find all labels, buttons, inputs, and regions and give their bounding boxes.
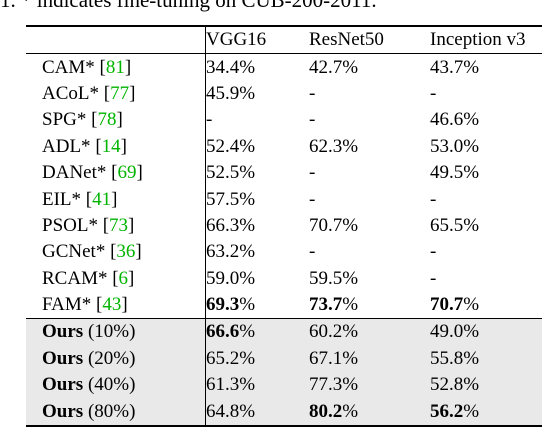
table-row: SPG* [78] - - 46.6%	[26, 107, 542, 134]
inception-cell: 55.8%	[430, 345, 542, 373]
table-row: FAM* [43] 69.3% 73.7% 70.7%	[26, 291, 542, 319]
vgg16-cell: 65.2%	[205, 345, 309, 373]
method-cell: ADL* [14]	[26, 133, 206, 160]
table-row: ACoL* [77] 45.9% - -	[26, 80, 542, 108]
table-row: ADL* [14] 52.4% 62.3% 53.0%	[26, 133, 542, 160]
inception-cell: 46.6%	[430, 109, 480, 131]
table-caption: 1. * indicates fine-tuning on CUB-200-20…	[0, 0, 377, 12]
resnet50-cell: -	[309, 162, 316, 184]
vgg16-cell: 52.4%	[206, 135, 256, 157]
results-table: VGG16 ResNet50 Inception v3 CAM* [81] 34…	[26, 25, 542, 427]
citation-link[interactable]: 78	[97, 109, 117, 131]
method-cell: FAM* [43]	[26, 291, 206, 319]
vgg16-cell: 64.8%	[205, 398, 309, 426]
resnet50-cell: 70.7%	[309, 214, 359, 236]
vgg16-cell: 57.5%	[206, 188, 256, 210]
header-resnet50: ResNet50	[309, 29, 384, 51]
inception-cell: 49.5%	[430, 162, 480, 184]
method-cell: Ours (10%)	[26, 318, 206, 346]
resnet50-cell: 42.7%	[309, 56, 359, 78]
resnet50-cell-best: 73.7%	[309, 294, 359, 316]
citation-link[interactable]: 14	[101, 135, 121, 157]
table-row: DANet* [69] 52.5% - 49.5%	[26, 159, 542, 187]
resnet50-cell: 67.1%	[309, 345, 430, 373]
resnet50-cell: 62.3%	[309, 135, 359, 157]
vgg16-cell-best: 69.3%	[206, 294, 256, 316]
inception-cell: -	[430, 82, 437, 104]
table-row: PSOL* [73] 66.3% 70.7% 65.5%	[26, 212, 542, 240]
citation-link[interactable]: 77	[110, 82, 130, 104]
inception-cell: 53.0%	[430, 135, 480, 157]
method-cell: GCNet* [36]	[26, 239, 206, 266]
inception-cell: 43.7%	[430, 56, 480, 78]
method-cell: CAM* [81]	[26, 53, 206, 81]
citation-link[interactable]: 73	[109, 214, 129, 236]
table-row: GCNet* [36] 63.2% - -	[26, 239, 542, 266]
vgg16-cell: 45.9%	[206, 82, 256, 104]
resnet50-cell: 59.5%	[309, 267, 359, 289]
citation-link[interactable]: 41	[92, 188, 112, 210]
resnet50-cell: -	[309, 241, 316, 263]
vgg16-cell: 63.2%	[206, 241, 256, 263]
method-cell: SPG* [78]	[26, 107, 206, 134]
inception-cell: -	[430, 241, 437, 263]
table-row: CAM* [81] 34.4% 42.7% 43.7%	[26, 53, 542, 81]
table-row: EIL* [41] 57.5% - -	[26, 186, 542, 213]
method-cell: EIL* [41]	[26, 186, 206, 213]
citation-link[interactable]: 81	[105, 56, 125, 78]
inception-cell: 49.0%	[430, 318, 542, 346]
vgg16-cell: -	[206, 109, 213, 131]
inception-cell: 52.8%	[430, 372, 542, 399]
method-cell: DANet* [69]	[26, 159, 206, 187]
vgg16-cell: 34.4%	[206, 56, 256, 78]
inception-cell-best: 70.7%	[430, 294, 480, 316]
vgg16-cell: 66.3%	[206, 214, 256, 236]
method-cell: Ours (80%)	[26, 398, 206, 426]
citation-link[interactable]: 43	[102, 294, 122, 316]
citation-link[interactable]: 6	[118, 267, 129, 289]
header-vgg16: VGG16	[206, 29, 267, 51]
ours-row: Ours (10%) 66.6% 60.2% 49.0%	[26, 318, 542, 346]
resnet50-cell: 77.3%	[309, 372, 430, 399]
resnet50-cell-best: 80.2%	[309, 398, 430, 426]
ours-row: Ours (40%) 61.3% 77.3% 52.8%	[26, 372, 542, 399]
ours-row: Ours (80%) 64.8% 80.2% 56.2%	[26, 398, 542, 426]
table-row: RCAM* [6] 59.0% 59.5% -	[26, 265, 542, 292]
method-cell: ACoL* [77]	[26, 80, 206, 108]
citation-link[interactable]: 36	[116, 241, 136, 263]
vgg16-cell: 59.0%	[206, 267, 256, 289]
vgg16-cell: 61.3%	[205, 372, 309, 399]
vgg16-cell-best: 66.6%	[205, 318, 309, 346]
inception-cell-best: 56.2%	[430, 398, 542, 426]
header-inception-v3: Inception v3	[430, 29, 526, 51]
header-method	[26, 26, 206, 54]
citation-link[interactable]: 69	[117, 162, 137, 184]
method-cell: PSOL* [73]	[26, 212, 206, 240]
vgg16-cell: 52.5%	[206, 162, 256, 184]
inception-cell: 65.5%	[430, 214, 480, 236]
inception-cell: -	[430, 188, 437, 210]
method-cell: Ours (20%)	[26, 345, 206, 373]
resnet50-cell: 60.2%	[309, 318, 430, 346]
inception-cell: -	[430, 267, 437, 289]
method-cell: RCAM* [6]	[26, 265, 206, 292]
ours-row: Ours (20%) 65.2% 67.1% 55.8%	[26, 345, 542, 373]
resnet50-cell: -	[309, 188, 316, 210]
resnet50-cell: -	[309, 82, 316, 104]
method-cell: Ours (40%)	[26, 372, 206, 399]
resnet50-cell: -	[309, 109, 316, 131]
